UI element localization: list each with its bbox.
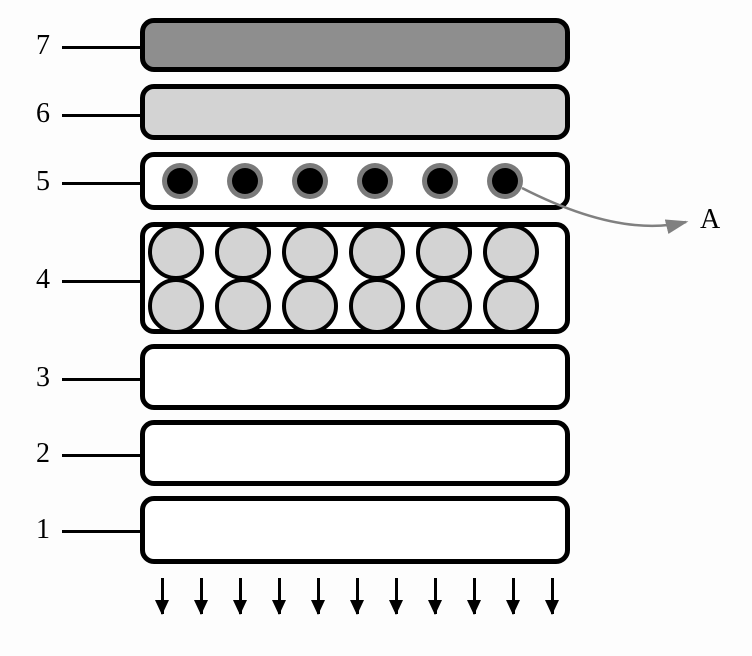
callout-arrow (0, 0, 752, 656)
callout-label-a: A (700, 204, 720, 236)
